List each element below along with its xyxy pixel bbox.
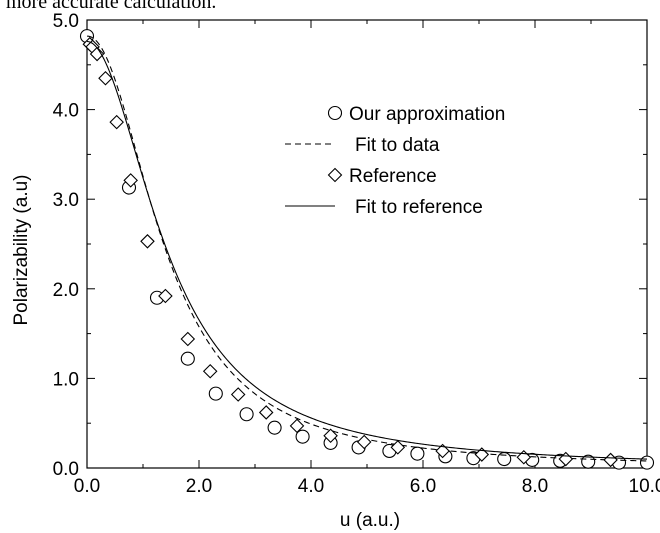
y-axis-title: Polarizability (a.u) xyxy=(11,175,32,326)
circle-marker xyxy=(267,420,282,435)
circle-marker xyxy=(639,455,655,470)
diamond-marker xyxy=(202,363,218,379)
legend-label: Fit to data xyxy=(355,135,440,156)
diamond-marker xyxy=(89,46,105,62)
legend-item: Fit to data xyxy=(285,135,440,156)
series-fit-to-reference xyxy=(87,40,647,460)
series-fit-to-data xyxy=(87,35,647,462)
y-tick-label: 2.0 xyxy=(53,280,79,301)
legend-label: Fit to reference xyxy=(355,197,483,218)
diamond-marker xyxy=(109,114,124,130)
legend: Our approximation Fit to data Reference Fit… xyxy=(285,104,505,218)
y-tick-label: 4.0 xyxy=(53,101,79,122)
diamond-marker xyxy=(98,70,113,86)
axis-ticks: 0.0 2.0 4.0 6.0 8.0 10.0 0.0 1.0 2.0 3.0 4.0 5.0 xyxy=(53,11,660,497)
diamond-marker xyxy=(356,434,372,450)
x-tick-label: 0.0 xyxy=(74,476,100,497)
x-axis-title: u (a.u.) xyxy=(340,510,400,531)
y-tick-label: 1.0 xyxy=(53,369,79,390)
circle-marker xyxy=(208,386,223,401)
diamond-marker xyxy=(327,167,343,183)
series-layer xyxy=(79,29,655,470)
circle-marker xyxy=(497,451,512,467)
legend-label: Reference xyxy=(349,166,437,187)
legend-label: Our approximation xyxy=(349,104,505,125)
diamond-marker xyxy=(435,443,450,459)
diamond-marker xyxy=(158,288,173,304)
diamond-marker xyxy=(123,173,138,188)
cropped-caption-text: more accurate calculation. xyxy=(6,0,217,13)
x-tick-label: 4.0 xyxy=(298,476,324,497)
diamond-marker xyxy=(289,418,305,434)
series-line xyxy=(87,40,647,460)
circle-marker xyxy=(410,446,425,461)
diamond-marker xyxy=(230,387,246,402)
diamond-marker xyxy=(390,440,406,455)
plot-area xyxy=(86,19,648,469)
x-tick-label: 8.0 xyxy=(522,476,548,497)
series-line xyxy=(87,35,647,462)
circle-marker xyxy=(239,407,254,422)
legend-item: Our approximation xyxy=(327,104,505,125)
legend-item: Reference xyxy=(327,166,437,187)
plot-frame xyxy=(86,19,648,469)
diamond-marker xyxy=(180,331,196,347)
x-tick-label: 10.0 xyxy=(629,476,660,497)
circle-marker xyxy=(327,105,343,121)
diamond-marker xyxy=(140,234,155,249)
circle-marker xyxy=(581,454,596,469)
y-tick-label: 5.0 xyxy=(53,11,79,32)
diamond-marker xyxy=(323,428,338,444)
diamond-marker xyxy=(258,405,274,420)
y-tick-label: 0.0 xyxy=(53,459,79,480)
circle-marker xyxy=(180,351,195,366)
y-tick-label: 3.0 xyxy=(53,190,79,211)
series-reference xyxy=(82,36,618,468)
x-tick-label: 2.0 xyxy=(186,476,212,497)
circle-marker xyxy=(295,429,310,444)
legend-item: Fit to reference xyxy=(285,197,483,218)
x-tick-label: 6.0 xyxy=(410,476,436,497)
